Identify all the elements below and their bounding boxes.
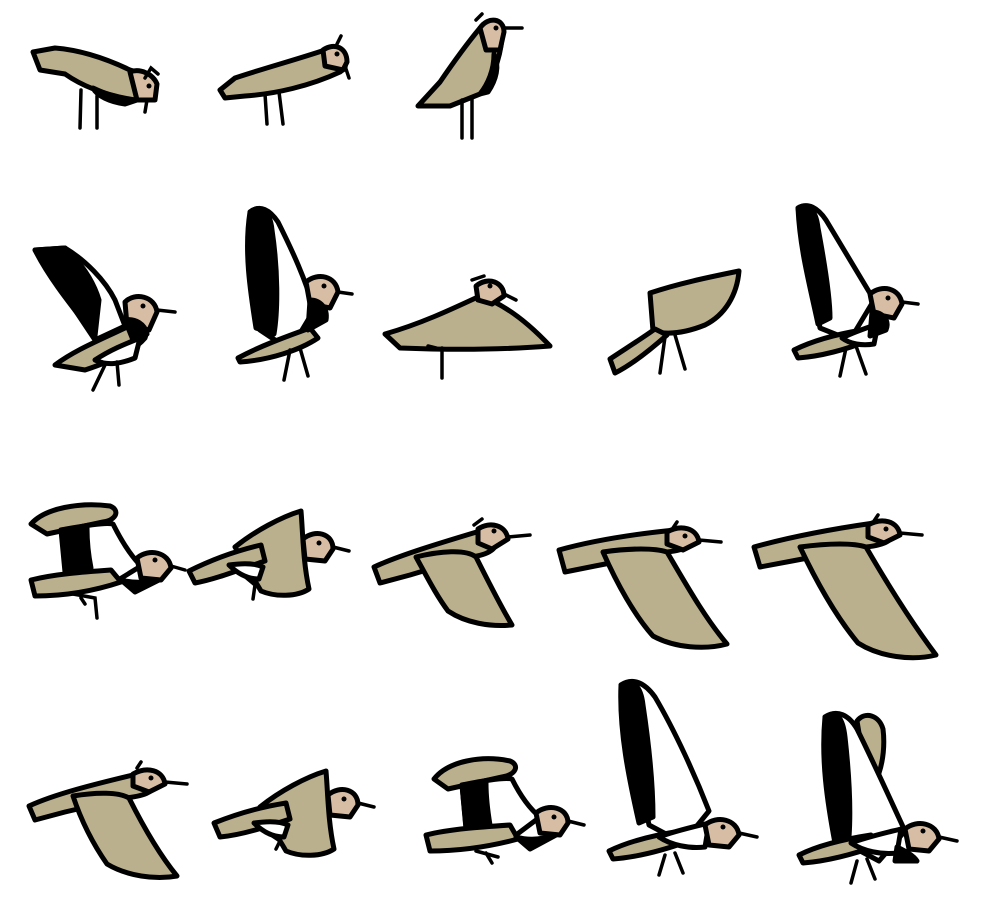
lapwing-wings-up-vertical-icon [235,205,354,382]
lapwing-frame-wings-spread [380,270,560,385]
lapwing-frame-wings-up-back [25,240,177,395]
lapwing-wing-down-large-icon [556,520,730,650]
lapwing-frame-wing-raised [605,265,745,380]
lapwing-wing-mid-up-2-icon [211,768,376,858]
lapwing-wing-down-full-icon [751,513,939,661]
lapwing-wings-up-back-icon [32,245,177,392]
lapwing-wing-fold-up-icon [28,502,187,620]
lapwing-frame-wing-down-large [555,520,735,660]
lapwing-peck-low-icon [217,34,351,126]
lapwing-wings-spread-icon [382,274,553,380]
lapwing-frame-wing-mid-up [185,505,355,605]
lapwing-peck-icon [30,45,160,130]
lapwing-frame-wings-up-underside-3 [795,705,965,890]
lapwing-wing-down-small-icon [371,517,532,628]
lapwing-standing-icon [415,12,524,140]
lapwing-frame-wings-up-underside [790,200,930,385]
lapwing-wing-mid-up-icon [186,508,351,601]
lapwing-frame-wing-fold-up-2 [420,755,590,870]
lapwing-frame-standing [410,10,530,145]
lapwing-frame-wing-down-small [370,515,540,635]
lapwing-wings-up-underside-2-icon [606,679,759,877]
lapwing-wing-raised-icon [607,268,742,376]
lapwing-frame-wing-mid-up-2 [210,765,380,865]
lapwing-frame-wing-fold-up [25,500,190,625]
lapwing-frame-peck-low [215,30,360,130]
lapwing-wings-up-underside-icon [791,203,920,378]
lapwing-wings-up-underside-3-icon [796,711,959,885]
lapwing-frame-wings-up-underside-2 [605,675,765,880]
lapwing-frame-peck [25,30,170,150]
lapwing-frame-wing-down-mid [25,760,195,890]
lapwing-frame-wings-up-vertical [230,200,360,390]
lapwing-wing-fold-up-2-icon [423,756,586,865]
lapwing-frame-wing-down-full [750,513,945,670]
lapwing-wing-down-mid-icon [26,760,189,880]
